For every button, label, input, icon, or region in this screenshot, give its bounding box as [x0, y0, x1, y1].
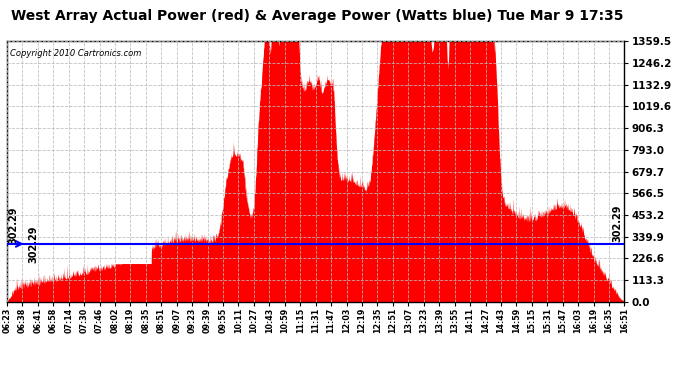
Text: West Array Actual Power (red) & Average Power (Watts blue) Tue Mar 9 17:35: West Array Actual Power (red) & Average …	[11, 9, 624, 23]
Text: 302.29: 302.29	[9, 206, 19, 244]
Text: Copyright 2010 Cartronics.com: Copyright 2010 Cartronics.com	[10, 49, 141, 58]
Text: 302.29: 302.29	[613, 204, 622, 242]
Text: 302.29: 302.29	[28, 225, 39, 262]
